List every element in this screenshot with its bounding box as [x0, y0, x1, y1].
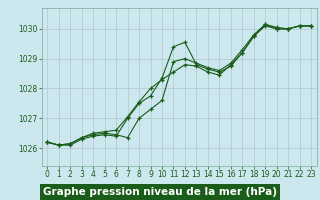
Text: Graphe pression niveau de la mer (hPa): Graphe pression niveau de la mer (hPa): [43, 187, 277, 197]
